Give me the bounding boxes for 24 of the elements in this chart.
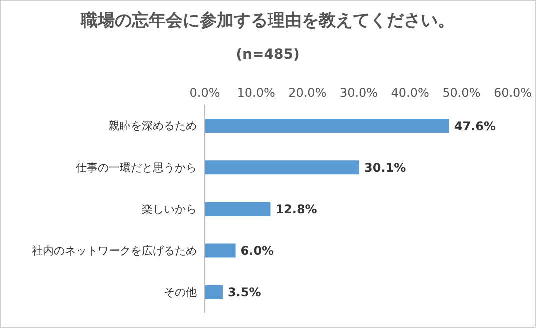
- bar: [205, 202, 271, 216]
- x-tick-label: 50.0%: [442, 86, 481, 100]
- x-tick-label: 40.0%: [391, 86, 430, 100]
- y-tick-label: 親睦を深めるため: [109, 120, 197, 133]
- x-tick-label: 20.0%: [288, 86, 327, 100]
- data-label: 6.0%: [240, 244, 274, 258]
- x-tick-label: 60.0%: [494, 86, 532, 100]
- x-tick-label: 10.0%: [237, 86, 276, 100]
- chart-title: 職場の忘年会に参加する理由を教えてください。: [80, 10, 456, 32]
- y-tick-label: その他: [164, 286, 197, 300]
- y-tick-label: 社内のネットワークを広げるため: [32, 244, 197, 258]
- chart-subtitle: (n=485): [235, 47, 301, 63]
- bar: [205, 160, 360, 175]
- x-tick-label: 0.0%: [190, 86, 220, 100]
- y-tick-label: 仕事の一環だと思うから: [76, 161, 197, 174]
- data-label: 47.6%: [454, 119, 496, 134]
- bar: [205, 119, 450, 133]
- x-tick-label: 30.0%: [340, 86, 378, 100]
- data-label: 12.8%: [276, 202, 318, 216]
- bar: [205, 244, 236, 258]
- data-label: 30.1%: [364, 160, 406, 175]
- y-tick-label: 楽しいから: [142, 202, 197, 216]
- data-label: 3.5%: [228, 286, 262, 300]
- bar: [205, 285, 223, 300]
